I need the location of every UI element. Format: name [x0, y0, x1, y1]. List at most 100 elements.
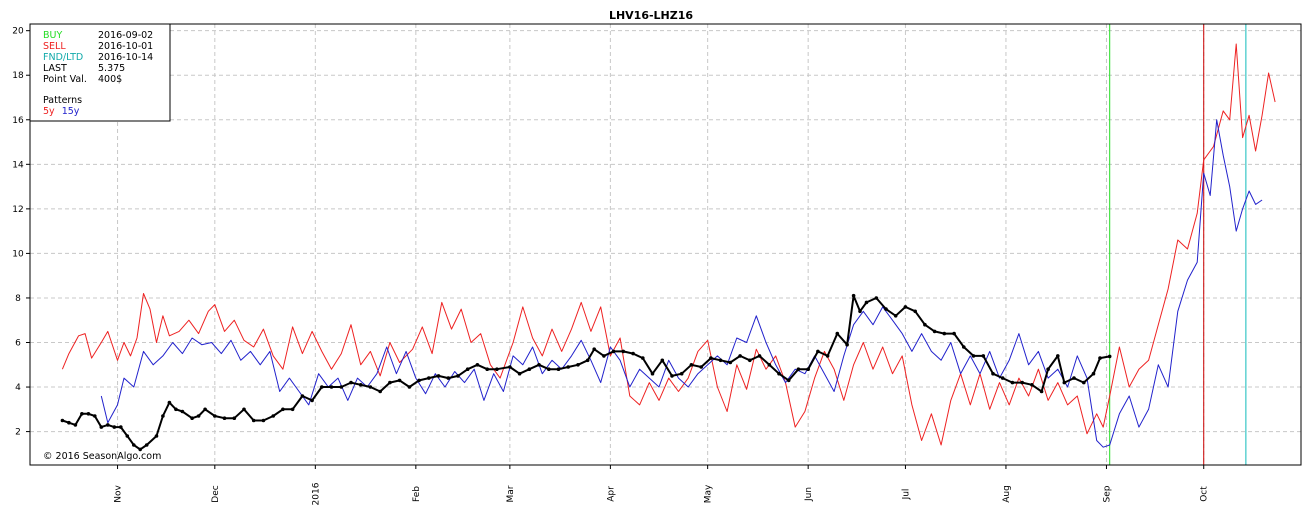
- data-point: [138, 447, 142, 452]
- data-point: [1010, 380, 1015, 385]
- data-point: [86, 412, 91, 416]
- y-tick-label: 14: [12, 160, 24, 170]
- data-point: [222, 416, 227, 421]
- data-point: [641, 356, 645, 360]
- data-point: [806, 367, 810, 372]
- data-point: [757, 354, 762, 358]
- data-point: [80, 412, 84, 416]
- data-point: [913, 309, 917, 314]
- data-point: [971, 354, 976, 358]
- plot-frame: [29, 23, 1302, 466]
- data-point: [154, 434, 159, 438]
- data-point: [290, 407, 295, 412]
- x-axis: Nov Dec 2016 Feb Mar Apr May Jun Jul Aug Sep Oct: [114, 465, 1210, 505]
- data-point: [232, 416, 237, 421]
- data-point: [621, 349, 626, 354]
- data-point: [213, 414, 217, 418]
- data-point: [748, 358, 752, 363]
- data-point: [167, 400, 172, 405]
- x-tick-label: May: [704, 484, 714, 503]
- patterns-label: Patterns: [43, 95, 82, 106]
- grid: [30, 24, 1301, 465]
- data-point: [718, 358, 723, 363]
- data-point: [893, 314, 898, 318]
- data-point: [962, 345, 966, 349]
- data-point: [786, 378, 791, 383]
- event-lines: [1109, 24, 1247, 465]
- data-point: [556, 367, 561, 372]
- data-point: [796, 367, 801, 372]
- data-point: [679, 371, 684, 376]
- data-point: [845, 342, 849, 347]
- data-point: [180, 409, 185, 414]
- data-point: [485, 367, 490, 372]
- pattern-legend: 5y 15y: [43, 106, 80, 117]
- data-point: [99, 425, 104, 429]
- info-label: FND/LTD: [43, 52, 83, 63]
- data-point: [903, 305, 908, 309]
- data-point: [60, 418, 65, 423]
- data-point: [884, 307, 888, 311]
- data-point: [495, 367, 499, 372]
- info-legend: BUY 2016-09-02 SELL 2016-10-01 FND/LTD 2016-1…: [29, 23, 171, 122]
- data-point: [508, 365, 512, 369]
- y-tick-label: 10: [12, 249, 24, 259]
- data-point: [1039, 389, 1044, 394]
- data-point: [417, 378, 421, 383]
- data-point: [161, 414, 165, 418]
- data-point: [670, 374, 674, 378]
- data-point: [465, 367, 470, 372]
- data-point: [261, 418, 266, 423]
- data-point: [942, 331, 947, 336]
- y-tick-label: 16: [12, 116, 24, 126]
- x-tick-label: Jul: [901, 489, 911, 501]
- data-point: [339, 385, 344, 389]
- data-point: [73, 423, 78, 427]
- data-point: [125, 434, 130, 438]
- data-point: [660, 358, 665, 363]
- data-point: [592, 347, 596, 352]
- data-point: [874, 296, 879, 300]
- data-point: [475, 363, 480, 367]
- data-point: [119, 425, 123, 429]
- data-point: [709, 356, 713, 360]
- x-tick-label: Mar: [506, 485, 516, 502]
- data-point: [320, 385, 324, 389]
- chart-title: LHV16-LHZ16: [609, 9, 693, 22]
- data-point: [446, 376, 451, 380]
- info-value: 5.375: [98, 63, 125, 74]
- data-point: [132, 443, 136, 447]
- data-point: [1062, 380, 1067, 385]
- x-tick-label: Dec: [211, 485, 221, 502]
- data-point: [981, 354, 986, 358]
- x-tick-label: 2016: [311, 482, 321, 505]
- y-tick-label: 4: [15, 383, 21, 393]
- data-point: [1046, 367, 1050, 372]
- data-point: [397, 378, 402, 383]
- data-point: [106, 423, 110, 427]
- data-point: [456, 374, 460, 378]
- data-point: [427, 376, 431, 380]
- y-axis: 2 4 6 8 10 12 14 16 18 20: [12, 27, 30, 438]
- data-point: [864, 300, 869, 305]
- data-point: [67, 420, 71, 425]
- data-point: [1072, 376, 1076, 380]
- data-point: [378, 389, 383, 394]
- data-point: [835, 331, 840, 336]
- data-point: [1091, 371, 1096, 376]
- info-label: BUY: [43, 30, 62, 41]
- x-tick-label: Apr: [606, 486, 616, 502]
- data-point: [547, 367, 551, 372]
- data-point: [585, 358, 590, 363]
- data-point: [329, 385, 334, 389]
- data-point: [203, 407, 207, 412]
- y-tick-label: 12: [12, 205, 23, 215]
- series-group: [60, 43, 1276, 452]
- data-point: [851, 293, 856, 298]
- info-label: SELL: [43, 41, 66, 52]
- data-point: [1082, 380, 1086, 385]
- y-tick-label: 6: [15, 339, 21, 349]
- data-point: [368, 385, 373, 389]
- data-point: [932, 329, 937, 334]
